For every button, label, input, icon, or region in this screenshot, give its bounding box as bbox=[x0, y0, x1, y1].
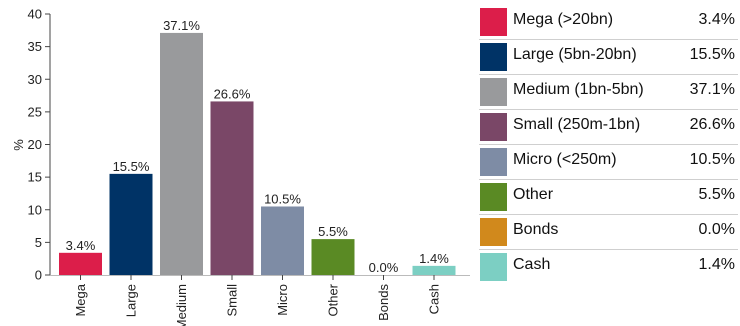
legend-value: 5.5% bbox=[698, 186, 735, 203]
value-label: 10.5% bbox=[264, 191, 301, 206]
y-tick-label: 15 bbox=[28, 170, 42, 185]
bar-micro bbox=[261, 206, 304, 275]
legend-value: 15.5% bbox=[689, 46, 735, 63]
legend-swatch bbox=[480, 113, 507, 141]
value-label: 0.0% bbox=[369, 260, 399, 275]
legend-label: Medium (1bn-5bn) bbox=[513, 81, 644, 98]
bar-mega bbox=[59, 252, 102, 275]
bar-large bbox=[109, 173, 153, 275]
y-tick-label: 10 bbox=[28, 202, 42, 217]
bar-medium bbox=[160, 32, 203, 275]
legend-row: Cash 1.4% bbox=[479, 249, 738, 284]
legend-row: Other 5.5% bbox=[479, 179, 738, 214]
x-tick-label: Medium bbox=[174, 284, 189, 326]
legend-value: 37.1% bbox=[689, 81, 735, 98]
bar-chart: 0 5 10 15 20 25 30 35 40% 3.4% Mega 15.5% Large 37.1%… bbox=[11, 7, 470, 326]
y-tick-label: 35 bbox=[28, 39, 42, 54]
legend-row: Mega (>20bn) 3.4% bbox=[479, 5, 738, 39]
x-tick-label: Small bbox=[225, 284, 240, 317]
legend-row: Small (250m-1bn) 26.6% bbox=[479, 109, 738, 144]
value-label: 5.5% bbox=[318, 224, 348, 239]
legend: Mega (>20bn) 3.4% Large (5bn-20bn) 15.5% Med… bbox=[479, 5, 738, 284]
legend-label: Cash bbox=[513, 256, 551, 273]
bar-small bbox=[210, 101, 254, 275]
legend-value: 3.4% bbox=[698, 11, 735, 28]
y-tick-label: 30 bbox=[28, 72, 42, 87]
value-label: 26.6% bbox=[214, 86, 251, 101]
x-tick-label: Mega bbox=[73, 283, 88, 316]
legend-row: Bonds 0.0% bbox=[479, 214, 738, 249]
legend-row: Medium (1bn-5bn) 37.1% bbox=[479, 74, 738, 109]
y-tick-label: 20 bbox=[28, 137, 42, 152]
x-tick-label: Bonds bbox=[376, 284, 391, 321]
y-axis-label: % bbox=[11, 139, 26, 151]
legend-value: 10.5% bbox=[689, 151, 735, 168]
legend-swatch bbox=[480, 8, 507, 36]
legend-label: Large (5bn-20bn) bbox=[513, 46, 637, 63]
y-tick-label: 0 bbox=[35, 268, 42, 283]
legend-swatch bbox=[480, 148, 507, 176]
value-label: 1.4% bbox=[419, 251, 449, 266]
legend-value: 26.6% bbox=[689, 116, 735, 133]
legend-row: Micro (<250m) 10.5% bbox=[479, 144, 738, 179]
legend-label: Small (250m-1bn) bbox=[513, 116, 641, 133]
legend-label: Other bbox=[513, 186, 554, 203]
x-tick-label: Other bbox=[326, 283, 341, 316]
legend-value: 1.4% bbox=[698, 256, 735, 273]
legend-value: 0.0% bbox=[698, 221, 735, 238]
y-tick-label: 5 bbox=[35, 235, 42, 250]
legend-label: Mega (>20bn) bbox=[513, 11, 614, 28]
legend-label: Micro (<250m) bbox=[513, 151, 617, 168]
bar-other bbox=[311, 239, 355, 275]
legend-row: Large (5bn-20bn) 15.5% bbox=[479, 39, 738, 74]
x-tick-label: Large bbox=[124, 284, 139, 317]
legend-label: Bonds bbox=[513, 221, 559, 238]
legend-swatch bbox=[480, 78, 507, 106]
legend-swatch bbox=[480, 218, 507, 246]
legend-swatch bbox=[480, 183, 507, 211]
value-label: 37.1% bbox=[163, 18, 200, 33]
x-tick-label: Cash bbox=[427, 284, 442, 314]
legend-swatch bbox=[480, 43, 507, 71]
x-tick-label: Micro bbox=[275, 284, 290, 316]
value-label: 15.5% bbox=[113, 159, 150, 174]
value-label: 3.4% bbox=[66, 238, 96, 253]
y-tick-label: 40 bbox=[28, 7, 42, 22]
legend-swatch bbox=[480, 253, 507, 281]
y-tick-label: 25 bbox=[28, 104, 42, 119]
bar-cash bbox=[412, 265, 456, 275]
